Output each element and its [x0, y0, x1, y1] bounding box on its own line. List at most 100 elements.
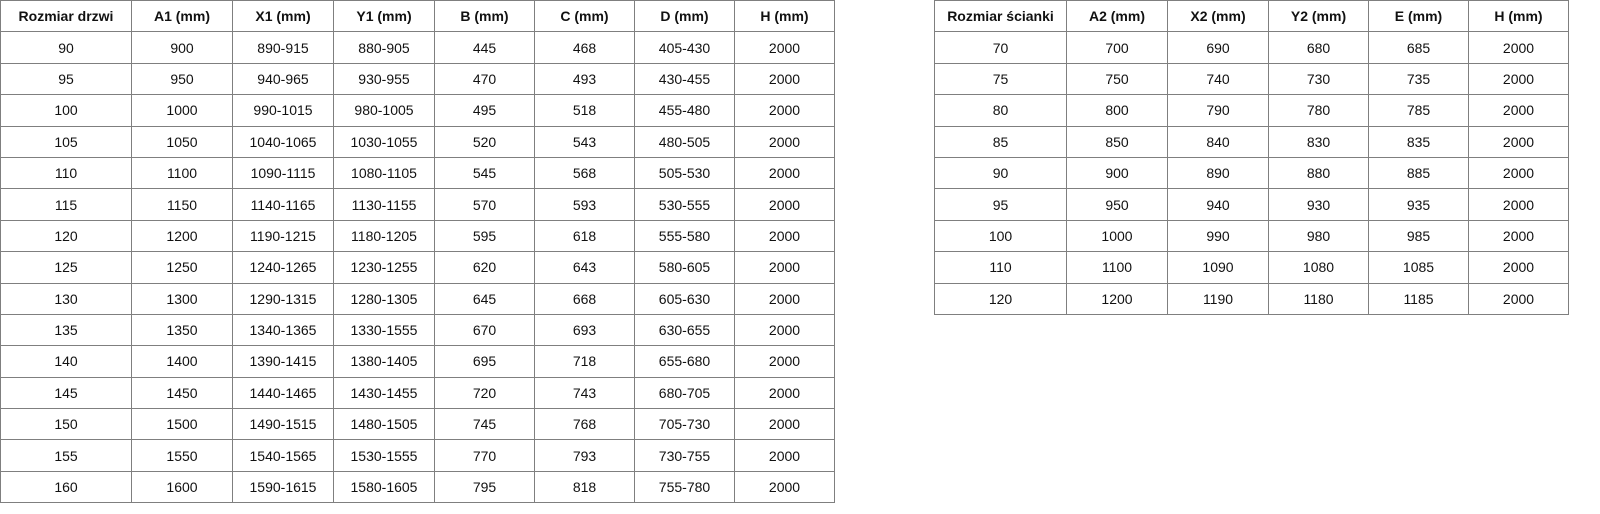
table-cell: 668 — [534, 282, 635, 315]
table-cell: 785 — [1368, 94, 1469, 127]
table-cell: 2000 — [734, 62, 835, 96]
column-header: A2 (mm) — [1066, 0, 1168, 33]
table-cell: 795 — [434, 470, 535, 504]
table-cell: 1090 — [1167, 251, 1269, 284]
table-cell: 155 — [0, 439, 132, 472]
table-cell: 115 — [0, 188, 132, 221]
table-cell: 890 — [1167, 156, 1269, 190]
table-cell: 595 — [434, 219, 535, 253]
table-cell: 1290-1315 — [232, 282, 334, 315]
table-cell: 1480-1505 — [333, 408, 435, 441]
table-cell: 1440-1465 — [232, 376, 334, 410]
table-cell: 120 — [0, 219, 132, 253]
table-cell: 85 — [934, 125, 1067, 158]
table-cell: 430-455 — [634, 62, 735, 96]
column-header: A1 (mm) — [131, 0, 233, 33]
column-header: Rozmiar drzwi — [0, 0, 132, 33]
table-cell: 630-655 — [634, 313, 735, 347]
table-cell: 670 — [434, 313, 535, 347]
table-cell: 835 — [1368, 125, 1469, 158]
table-cell: 980-1005 — [333, 94, 435, 127]
table-cell: 580-605 — [634, 251, 735, 284]
table-cell: 1000 — [131, 94, 233, 127]
table-cell: 2000 — [1468, 219, 1569, 253]
table-cell: 1250 — [131, 251, 233, 284]
column-header: H (mm) — [1468, 0, 1569, 33]
table-cell: 880-905 — [333, 31, 435, 64]
table-cell: 818 — [534, 470, 635, 504]
table-cell: 2000 — [734, 219, 835, 253]
table-row: 125 1250 1240-1265 1230-1255 620 643 580-605 20… — [0, 251, 835, 284]
table-cell: 1050 — [131, 125, 233, 158]
table-cell: 2000 — [734, 31, 835, 64]
table-cell: 2000 — [734, 408, 835, 441]
table-cell: 885 — [1368, 156, 1469, 190]
column-header: E (mm) — [1368, 0, 1469, 33]
table-cell: 545 — [434, 156, 535, 190]
table-row: 80 800 790 780 785 2000 — [934, 94, 1569, 127]
table-cell: 1080 — [1268, 251, 1369, 284]
table-cell: 1450 — [131, 376, 233, 410]
table-cell: 2000 — [1468, 94, 1569, 127]
table-cell: 1400 — [131, 345, 233, 378]
table-cell: 2000 — [734, 376, 835, 410]
table-cell: 643 — [534, 251, 635, 284]
table-cell: 718 — [534, 345, 635, 378]
table-cell: 120 — [934, 282, 1067, 315]
table-cell: 1080-1105 — [333, 156, 435, 190]
table-cell: 1130-1155 — [333, 188, 435, 221]
table-cell: 1100 — [1066, 251, 1168, 284]
table-row: 145 1450 1440-1465 1430-1455 720 743 680-705 20… — [0, 376, 835, 410]
column-header: Rozmiar ścianki — [934, 0, 1067, 33]
table-cell: 740 — [1167, 62, 1269, 96]
table-cell: 1180-1205 — [333, 219, 435, 253]
table-cell: 125 — [0, 251, 132, 284]
table-row: 95 950 940 930 935 2000 — [934, 188, 1569, 221]
table-cell: 470 — [434, 62, 535, 96]
table-cell: 1190 — [1167, 282, 1269, 315]
table-cell: 1350 — [131, 313, 233, 347]
table-cell: 1180 — [1268, 282, 1369, 315]
table-cell: 160 — [0, 470, 132, 504]
table-cell: 95 — [0, 62, 132, 96]
table-cell: 1190-1215 — [232, 219, 334, 253]
table-cell: 940-965 — [232, 62, 334, 96]
table-cell: 680-705 — [634, 376, 735, 410]
table-cell: 605-630 — [634, 282, 735, 315]
table-row: 95 950 940-965 930-955 470 493 430-455 2000 — [0, 62, 835, 96]
table-cell: 745 — [434, 408, 535, 441]
table-cell: 2000 — [734, 470, 835, 504]
table-cell: 695 — [434, 345, 535, 378]
table-cell: 1100 — [131, 156, 233, 190]
table-cell: 1540-1565 — [232, 439, 334, 472]
column-header: H (mm) — [734, 0, 835, 33]
table-cell: 1330-1555 — [333, 313, 435, 347]
table-row: 100 1000 990-1015 980-1005 495 518 455-480 2000 — [0, 94, 835, 127]
table-row: 110 1100 1090-1115 1080-1105 545 568 505-530 20… — [0, 156, 835, 190]
header-row: Rozmiar ścianki A2 (mm) X2 (mm) Y2 (mm) E (m… — [934, 0, 1569, 33]
table-cell: 505-530 — [634, 156, 735, 190]
table-cell: 1000 — [1066, 219, 1168, 253]
table-cell: 543 — [534, 125, 635, 158]
header-row: Rozmiar drzwi A1 (mm) X1 (mm) Y1 (mm) B (mm)… — [0, 0, 835, 33]
table-cell: 110 — [0, 156, 132, 190]
table-cell: 1390-1415 — [232, 345, 334, 378]
table-cell: 900 — [131, 31, 233, 64]
table-cell: 768 — [534, 408, 635, 441]
table-cell: 790 — [1167, 94, 1269, 127]
table-cell: 1040-1065 — [232, 125, 334, 158]
table-cell: 950 — [131, 62, 233, 96]
table-cell: 105 — [0, 125, 132, 158]
table-cell: 930-955 — [333, 62, 435, 96]
table-cell: 2000 — [734, 345, 835, 378]
table-cell: 2000 — [734, 313, 835, 347]
table-cell: 793 — [534, 439, 635, 472]
table-cell: 770 — [434, 439, 535, 472]
table-cell: 2000 — [734, 439, 835, 472]
column-header: B (mm) — [434, 0, 535, 33]
table-cell: 1140-1165 — [232, 188, 334, 221]
table-cell: 780 — [1268, 94, 1369, 127]
column-header: X1 (mm) — [232, 0, 334, 33]
table-cell: 568 — [534, 156, 635, 190]
table-cell: 555-580 — [634, 219, 735, 253]
